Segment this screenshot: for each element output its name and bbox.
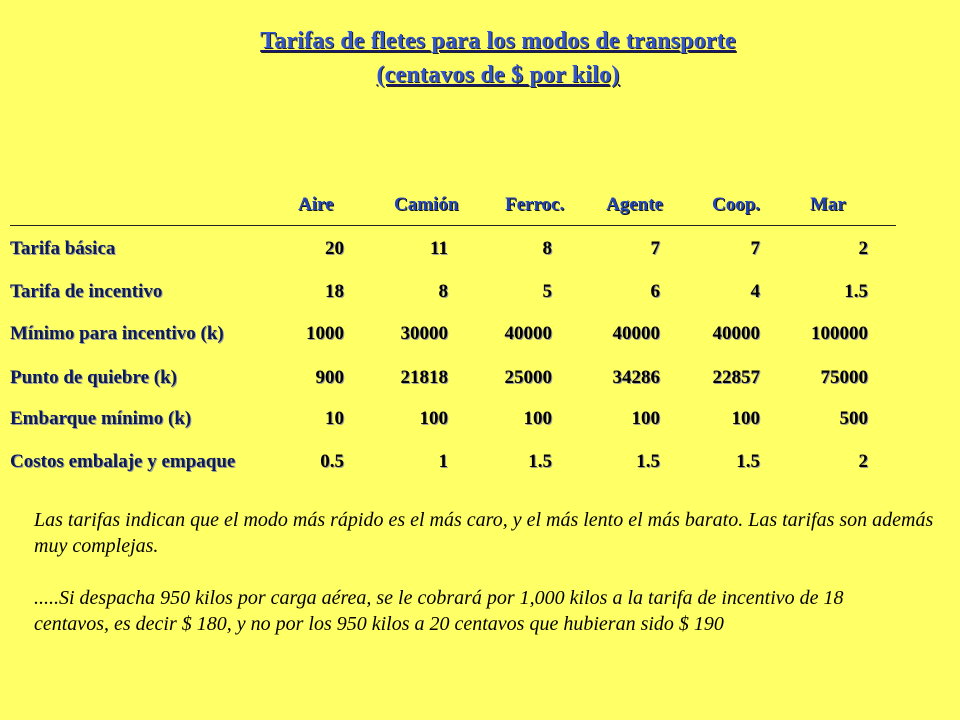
page-subtitle: (centavos de $ por kilo) bbox=[376, 62, 620, 88]
table-cell: 25000 bbox=[504, 367, 553, 388]
table-cell: 2 bbox=[858, 238, 869, 259]
table-cell: 100 bbox=[419, 408, 449, 429]
table-cell: 1.5 bbox=[736, 451, 760, 472]
table-cell: 75000 bbox=[820, 367, 869, 388]
table-cell: 22857 bbox=[712, 367, 761, 388]
table-cell: 100 bbox=[631, 408, 661, 429]
table-cell: 20 bbox=[325, 238, 344, 259]
table-cell: 40000 bbox=[504, 323, 553, 344]
row-label: Costos embalaje y empaque bbox=[10, 451, 236, 472]
table-cell: 5 bbox=[542, 281, 553, 302]
row-label: Punto de quiebre (k) bbox=[10, 367, 177, 388]
table-cell: 8 bbox=[438, 281, 449, 302]
column-header: Camión bbox=[394, 194, 459, 215]
table-cell: 900 bbox=[315, 367, 345, 388]
row-label: Embarque mínimo (k) bbox=[10, 408, 192, 429]
table-cell: 100 bbox=[523, 408, 553, 429]
table-cell: 0.5 bbox=[320, 451, 344, 472]
table-cell: 1.5 bbox=[636, 451, 660, 472]
row-label: Tarifa básica bbox=[10, 238, 116, 259]
row-label: Mínimo para incentivo (k) bbox=[10, 323, 224, 344]
table-cell: 500 bbox=[839, 408, 869, 429]
table-cell: 4 bbox=[750, 281, 761, 302]
table-cell: 1000 bbox=[306, 323, 344, 344]
column-header: Agente bbox=[606, 194, 663, 215]
table-cell: 30000 bbox=[400, 323, 449, 344]
column-header: Aire bbox=[298, 194, 334, 215]
table-cell: 40000 bbox=[712, 323, 761, 344]
table-cell: 100 bbox=[731, 408, 761, 429]
column-header: Ferroc. bbox=[505, 194, 565, 215]
header-divider bbox=[10, 225, 896, 226]
table-cell: 34286 bbox=[612, 367, 661, 388]
table-cell: 11 bbox=[430, 238, 448, 259]
table-cell: 1.5 bbox=[844, 281, 868, 302]
table-cell: 2 bbox=[858, 451, 869, 472]
note-paragraph-1: Las tarifas indican que el modo más rápi… bbox=[34, 509, 934, 557]
table-cell: 1.5 bbox=[528, 451, 552, 472]
table-cell: 6 bbox=[650, 281, 661, 302]
table-cell: 1 bbox=[438, 451, 449, 472]
note-paragraph-2: .....Si despacha 950 kilos por carga aér… bbox=[34, 587, 844, 635]
page-title: Tarifas de fletes para los modos de tran… bbox=[260, 28, 736, 54]
table-cell: 18 bbox=[325, 281, 344, 302]
table-cell: 21818 bbox=[400, 367, 449, 388]
row-label: Tarifa de incentivo bbox=[10, 281, 163, 302]
column-header: Mar bbox=[810, 194, 846, 215]
table-cell: 10 bbox=[325, 408, 344, 429]
table-cell: 7 bbox=[650, 238, 661, 259]
table-cell: 100000 bbox=[811, 323, 868, 344]
column-header: Coop. bbox=[712, 194, 761, 215]
table-cell: 40000 bbox=[612, 323, 661, 344]
table-cell: 8 bbox=[542, 238, 553, 259]
table-cell: 7 bbox=[750, 238, 761, 259]
